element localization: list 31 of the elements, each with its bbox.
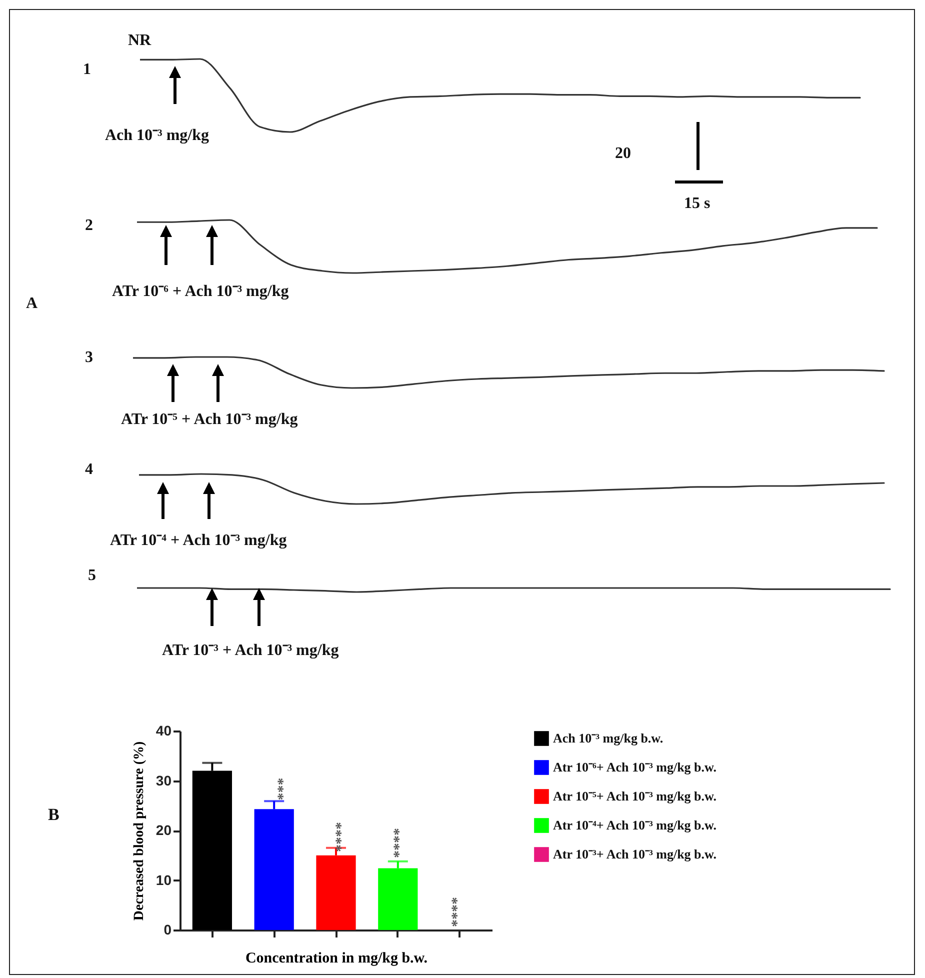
y-tick-label: 40 (156, 722, 172, 738)
legend-label: Atr 10⁻⁵+ Ach 10⁻³ mg/kg b.w. (553, 788, 716, 804)
text: NR (128, 32, 152, 49)
y-tick-label: 0 (164, 922, 172, 938)
text: 4 (85, 461, 93, 478)
text: 3 (85, 349, 93, 366)
text: ATr 10⁻⁵ + Ach 10⁻³ mg/kg (121, 411, 298, 428)
legend-label: Atr 10⁻⁴+ Ach 10⁻³ mg/kg b.w. (553, 818, 716, 832)
annotation: Ach 10⁻³ mg/kg (105, 127, 210, 144)
y-tick-label: 30 (156, 772, 172, 788)
text: 15 s (684, 195, 710, 212)
text: 5 (88, 567, 96, 584)
text: A (26, 295, 38, 312)
legend-label: Atr 10⁻⁶+ Ach 10⁻³ mg/kg b.w. (553, 760, 716, 774)
legend-label: Atr 10⁻³+ Ach 10⁻³ mg/kg b.w. (553, 846, 716, 862)
text: ATr 10⁻⁴ + Ach 10⁻³ mg/kg (110, 532, 287, 549)
annotation: **** (328, 822, 344, 852)
legend-label: Ach 10⁻³ mg/kg b.w. (553, 730, 664, 746)
text: 20 (615, 145, 631, 162)
annotation: **** (444, 897, 460, 927)
text: 2 (85, 217, 93, 234)
y-axis-title: Decreased blood pressure (%) (132, 741, 147, 921)
text: 1 (83, 61, 91, 78)
annotation: **** (386, 828, 402, 858)
y-tick-label: 20 (156, 822, 172, 838)
text: ATr 10⁻³ + Ach 10⁻³ mg/kg (162, 642, 339, 659)
y-tick-label: 10 (156, 872, 172, 888)
x-axis-title: Concentration in mg/kg b.w. (245, 950, 428, 966)
text: ATr 10⁻⁶ + Ach 10⁻³ mg/kg (112, 283, 289, 300)
annotation: *** (270, 778, 286, 800)
text: B (48, 805, 60, 824)
